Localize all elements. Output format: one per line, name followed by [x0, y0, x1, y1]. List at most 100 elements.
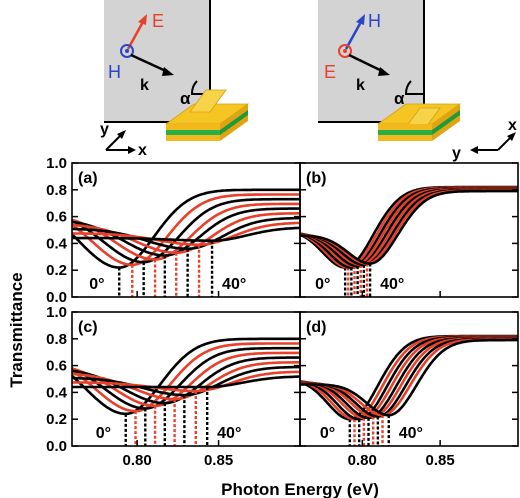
series-line [72, 346, 300, 410]
inset-left-wavevector-label: k [140, 77, 149, 94]
inset-right-background [318, 0, 424, 122]
panel-b: (b) 0° 40° [299, 162, 519, 298]
series-line [72, 193, 300, 267]
inset-left-field-b-circle [120, 44, 134, 58]
panels: 0.0 0.2 0.4 0.6 0.8 1.0 (a) 0° 40° (b) 0° 40° 0.0 0.2… [46, 155, 519, 469]
inset-left-field-a-arrowhead [138, 14, 147, 25]
angle-end-label: 40° [380, 276, 404, 293]
inset-left-wavevector-arrow [130, 53, 169, 74]
angle-end-label: 40° [399, 425, 423, 442]
inset-left-field-a-label: E [152, 11, 164, 31]
panel-a: 0.0 0.2 0.4 0.6 0.8 1.0 (a) 0° 40° [46, 155, 301, 306]
axis-y-label: y [452, 145, 461, 162]
structure-layer-1 [166, 124, 220, 130]
x-tick-label: 0.85 [426, 452, 455, 469]
inset-right-structure [376, 103, 462, 141]
panel-frame [299, 311, 519, 447]
panel-label: (a) [78, 170, 98, 187]
series-line [72, 226, 300, 242]
axis-x-label: x [508, 117, 517, 134]
axis-y-arrow [105, 133, 123, 151]
inset-left-field-b-label: H [108, 62, 121, 82]
series-line [72, 221, 300, 246]
panel-plot-area [72, 188, 300, 297]
panel-plot-area [72, 337, 300, 446]
structure-layer-3 [378, 135, 432, 141]
inset-right-wavevector-arrow [348, 53, 385, 74]
panel-label: (d) [306, 319, 326, 336]
y-tick-label: 1.0 [46, 304, 67, 321]
angle-end-label: 40° [217, 425, 241, 442]
inset-left-angle-arc [191, 80, 210, 95]
series-line [72, 375, 300, 389]
axis-y-arrowhead [507, 132, 516, 141]
x-tick-label: 0.80 [348, 452, 377, 469]
inset-left-wavevector-arrowhead [162, 67, 174, 76]
y-tick-label: 0.0 [46, 438, 67, 455]
y-tick-label: 0.8 [46, 331, 67, 348]
angle-start-label: 0° [315, 276, 330, 293]
angle-start-label: 0° [96, 425, 111, 442]
panel-label: (b) [306, 170, 326, 187]
series-line [72, 370, 300, 393]
panel-plot-area [300, 185, 518, 297]
series-line [300, 187, 518, 268]
structure-layer-2 [166, 130, 220, 135]
y-tick-label: 0.4 [46, 384, 68, 401]
y-tick-label: 0.4 [46, 235, 68, 252]
angle-start-label: 0° [89, 276, 104, 293]
axis-y-arrowhead [117, 130, 126, 139]
inset-right-angle-label: α [394, 89, 405, 108]
structure-layer-2 [378, 130, 432, 135]
series-line [300, 338, 518, 417]
inset-left-structure [164, 89, 250, 141]
structure-layer-3 [166, 135, 220, 141]
structure-layer-1 [378, 124, 432, 130]
structure-arm [189, 89, 227, 113]
inset-right-field-b-dot [343, 49, 347, 53]
y-tick-label: 0.6 [46, 209, 67, 226]
inset-left-field-b-dot [125, 49, 129, 53]
series-line [72, 197, 300, 264]
structure-side-green [220, 110, 248, 135]
inset-left-angle-label: α [180, 89, 191, 108]
angle-end-label: 40° [222, 276, 246, 293]
inset-left-field-a-arrow [126, 19, 146, 50]
series-line [72, 365, 300, 397]
panel-frame [299, 162, 519, 298]
series-line [72, 188, 300, 269]
structure-side-green [432, 110, 460, 135]
panel-d: 0.80 0.85 (d) 0° 40° [299, 311, 519, 469]
inset-right-wavevector-label: k [356, 77, 365, 94]
axis-x-label: x [138, 142, 147, 159]
inset-left-background [104, 0, 210, 122]
axis-x-arrowhead [128, 146, 136, 154]
y-tick-label: 0.2 [46, 411, 67, 428]
inset-right: α H E k y x [318, 0, 517, 162]
axis-x-arrowhead [470, 146, 478, 154]
y-tick-label: 0.6 [46, 358, 67, 375]
inset-right-wavevector-arrowhead [378, 67, 390, 76]
x-tick-label: 0.80 [123, 452, 152, 469]
inset-right-angle-arc [405, 80, 424, 95]
inset-right-field-a-arrowhead [356, 14, 365, 25]
inset-right-field-b-label: E [324, 62, 336, 82]
y-tick-label: 1.0 [46, 155, 67, 172]
panel-c: 0.0 0.2 0.4 0.6 0.8 1.0 0.80 0.85 (c) 0° 40° [46, 304, 301, 469]
inset-right-field-b-circle [338, 44, 352, 58]
series-line [72, 342, 300, 413]
inset-left: α E H k x y [100, 0, 250, 159]
axis-y-label: y [100, 121, 109, 138]
inset-right-field-a-label: H [368, 11, 381, 31]
inset-right-field-a-arrow [344, 19, 364, 50]
panel-plot-area [300, 334, 518, 446]
y-axis-title: Transmittance [7, 272, 26, 387]
y-tick-label: 0.2 [46, 262, 67, 279]
panel-label: (c) [78, 319, 98, 336]
y-tick-label: 0.8 [46, 182, 67, 199]
series-line [300, 189, 518, 265]
series-line [72, 337, 300, 416]
x-axis-title: Photon Energy (eV) [221, 480, 379, 498]
y-tick-label: 0.0 [46, 289, 67, 306]
